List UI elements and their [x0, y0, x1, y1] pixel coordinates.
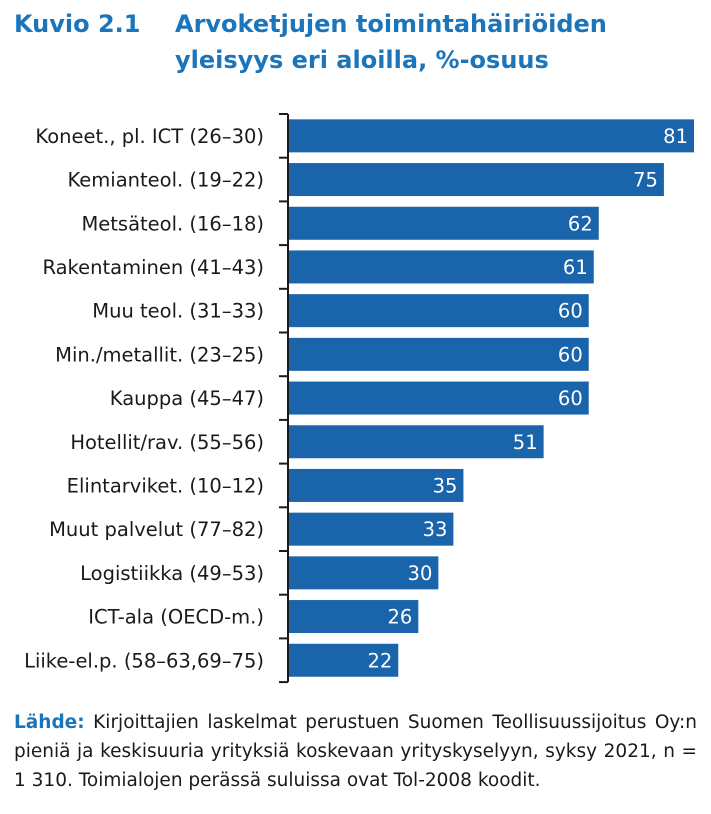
category-label: Min./metallit. (23–25)	[55, 343, 264, 366]
category-label: Muut palvelut (77–82)	[49, 518, 264, 541]
data-label: 61	[563, 256, 588, 279]
bar-chart: Koneet., pl. ICT (26–30) 81 Kemianteol. (1…	[24, 113, 694, 684]
category-label: Liike-el.p. (58–63,69–75)	[24, 649, 264, 672]
category-label: Koneet., pl. ICT (26–30)	[35, 125, 264, 148]
category-label: Hotellit/rav. (55–56)	[70, 431, 264, 454]
data-label: 62	[568, 212, 593, 235]
bar	[288, 206, 599, 240]
source-text: Kirjoittajien laskelmat perustuen Suomen…	[14, 712, 697, 791]
bar	[288, 119, 694, 153]
category-label: ICT-ala (OECD-m.)	[88, 606, 264, 629]
category-label: Rakentaminen (41–43)	[42, 256, 264, 279]
category-label: Kauppa (45–47)	[110, 387, 264, 410]
source-note: Lähde: Kirjoittajien laskelmat perustuen…	[14, 708, 697, 795]
figure-title: Arvoketjujen toimintahäiriöiden yleisyys…	[175, 10, 607, 74]
data-label: 30	[408, 562, 433, 585]
source-label: Lähde:	[14, 712, 85, 733]
data-label: 35	[433, 474, 458, 497]
data-label: 60	[558, 343, 583, 366]
category-label: Kemianteol. (19–22)	[67, 169, 264, 192]
data-label: 33	[423, 518, 448, 541]
bar	[288, 250, 594, 284]
figure-number: Kuvio 2.1	[14, 10, 141, 38]
bar	[288, 512, 454, 546]
bar	[288, 294, 589, 328]
data-label: 60	[558, 387, 583, 410]
bar	[288, 600, 419, 634]
data-label: 75	[633, 169, 658, 192]
bar	[288, 556, 439, 590]
category-label: Logistiikka (49–53)	[80, 562, 264, 585]
bar	[288, 381, 589, 415]
bar	[288, 425, 544, 459]
data-label: 22	[367, 649, 392, 672]
category-label: Metsäteol. (16–18)	[81, 212, 264, 235]
category-label: Muu teol. (31–33)	[92, 300, 264, 323]
data-label: 60	[558, 300, 583, 323]
bar	[288, 337, 589, 371]
data-label: 26	[387, 606, 412, 629]
category-label: Elintarviket. (10–12)	[67, 474, 264, 497]
bar	[288, 163, 664, 197]
bar	[288, 643, 399, 677]
data-label: 51	[513, 431, 538, 454]
bar	[288, 468, 464, 502]
data-label: 81	[663, 125, 688, 148]
